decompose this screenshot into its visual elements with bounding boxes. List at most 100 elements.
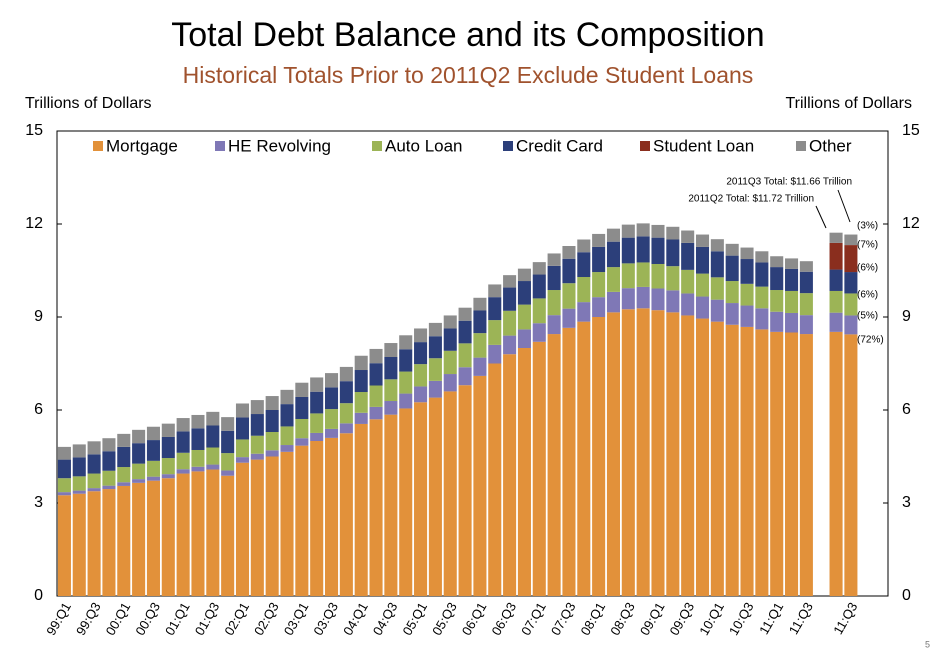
bar-segment: [399, 349, 413, 372]
bar-segment: [280, 404, 294, 427]
x-tick-label: 05:Q3: [429, 600, 460, 638]
bar-segment: [621, 288, 635, 310]
bar-segment: [517, 304, 531, 330]
bar-segment: [695, 246, 710, 274]
share-label: (3%): [857, 221, 878, 232]
legend-swatch: [215, 141, 225, 151]
bar-segment: [280, 451, 294, 596]
bar-segment: [295, 418, 309, 439]
legend-label: HE Revolving: [228, 136, 331, 155]
y2-axis-label: Trillions of Dollars: [785, 95, 912, 112]
bar-segment: [102, 438, 116, 452]
bar-segment: [710, 277, 724, 300]
bar-segment: [235, 417, 250, 440]
bar-segment: [250, 414, 264, 436]
bar-segment: [102, 451, 116, 471]
bar-segment: [799, 261, 813, 272]
bar-segment: [250, 453, 264, 460]
bar-segment: [428, 397, 442, 596]
bar-segment: [265, 456, 279, 596]
bar-segment: [532, 262, 546, 275]
bar-segment: [280, 445, 294, 452]
bar-segment: [621, 224, 635, 238]
bar-segment: [770, 290, 784, 312]
bar-segment: [473, 310, 487, 334]
bar-segment: [755, 251, 769, 263]
bar-segment: [324, 437, 339, 596]
bar-segment: [577, 321, 591, 596]
bar-segment: [339, 403, 353, 424]
bar-segment: [488, 344, 502, 364]
bar-segment: [221, 470, 235, 476]
bar-segment: [428, 336, 442, 359]
bar-segment: [339, 381, 353, 404]
bar-segment: [206, 425, 220, 448]
bar-segment: [176, 473, 190, 596]
legend-swatch: [796, 141, 806, 151]
legend-label: Other: [809, 136, 852, 155]
x-tick-label: 02:Q3: [251, 600, 282, 638]
bar-segment: [710, 239, 724, 252]
bar-segment: [414, 364, 428, 387]
bar-segment: [621, 263, 635, 289]
y-tick-label: 3: [34, 494, 43, 511]
bar-segment: [532, 323, 546, 342]
x-tick-label: 99:Q1: [43, 600, 74, 638]
bar-segment: [458, 320, 472, 344]
bar-segment: [517, 329, 531, 348]
annotation: 2011Q3 Total: $11.66 Trillion: [726, 177, 852, 188]
bar-segment: [87, 491, 101, 596]
bar-segment: [606, 228, 621, 242]
bar-segment: [725, 243, 739, 256]
y-tick-label: 6: [34, 401, 43, 418]
bar-segment: [280, 389, 294, 405]
y2-tick-label: 3: [902, 494, 911, 511]
bar-segment: [339, 366, 353, 382]
bar-segment: [339, 433, 353, 596]
bar-segment: [844, 234, 858, 246]
bar-segment: [221, 417, 235, 431]
y-tick-label: 9: [34, 308, 43, 325]
x-tick-label: 07:Q3: [548, 600, 579, 638]
x-tick-label: 99:Q3: [73, 600, 104, 638]
bar-segment: [695, 234, 710, 247]
bar-segment: [473, 375, 487, 596]
bar-segment: [517, 281, 531, 305]
x-tick-label: 11:Q3: [830, 600, 860, 637]
bar-segment: [681, 230, 695, 243]
bar-segment: [695, 318, 710, 596]
bar-segment: [339, 423, 353, 434]
bar-segment: [666, 226, 680, 240]
bar-segment: [488, 320, 502, 345]
bar-segment: [176, 418, 190, 432]
bar-segment: [354, 370, 368, 393]
bar-segment: [488, 363, 502, 596]
bar-segment: [310, 391, 324, 414]
page-number: 5: [925, 639, 930, 649]
y2-tick-label: 12: [902, 215, 920, 232]
x-tick-label: 11:Q1: [756, 600, 786, 637]
bar-segment: [87, 441, 101, 455]
bar-segment: [310, 441, 324, 596]
bar-segment: [206, 447, 220, 465]
share-label: (7%): [857, 240, 878, 251]
bar-segment: [740, 305, 754, 327]
bar-segment: [636, 223, 650, 237]
bar-segment: [414, 402, 428, 596]
y-tick-label: 0: [34, 587, 43, 604]
bar-segment: [161, 474, 175, 479]
bar-segment: [324, 387, 339, 410]
x-tick-label: 07:Q1: [518, 600, 549, 638]
bar-segment: [621, 237, 635, 264]
bar-segment: [428, 358, 442, 381]
chart-title: Total Debt Balance and its Composition: [171, 16, 764, 54]
bar-segment: [146, 426, 160, 441]
bar-segment: [57, 446, 71, 460]
bar-segment: [636, 236, 650, 263]
bar-segment: [265, 410, 279, 433]
bar-segment: [681, 293, 695, 316]
bar-segment: [740, 259, 754, 284]
x-tick-label: 03:Q3: [310, 600, 341, 638]
arrow: [815, 205, 827, 229]
arrow: [837, 189, 851, 223]
